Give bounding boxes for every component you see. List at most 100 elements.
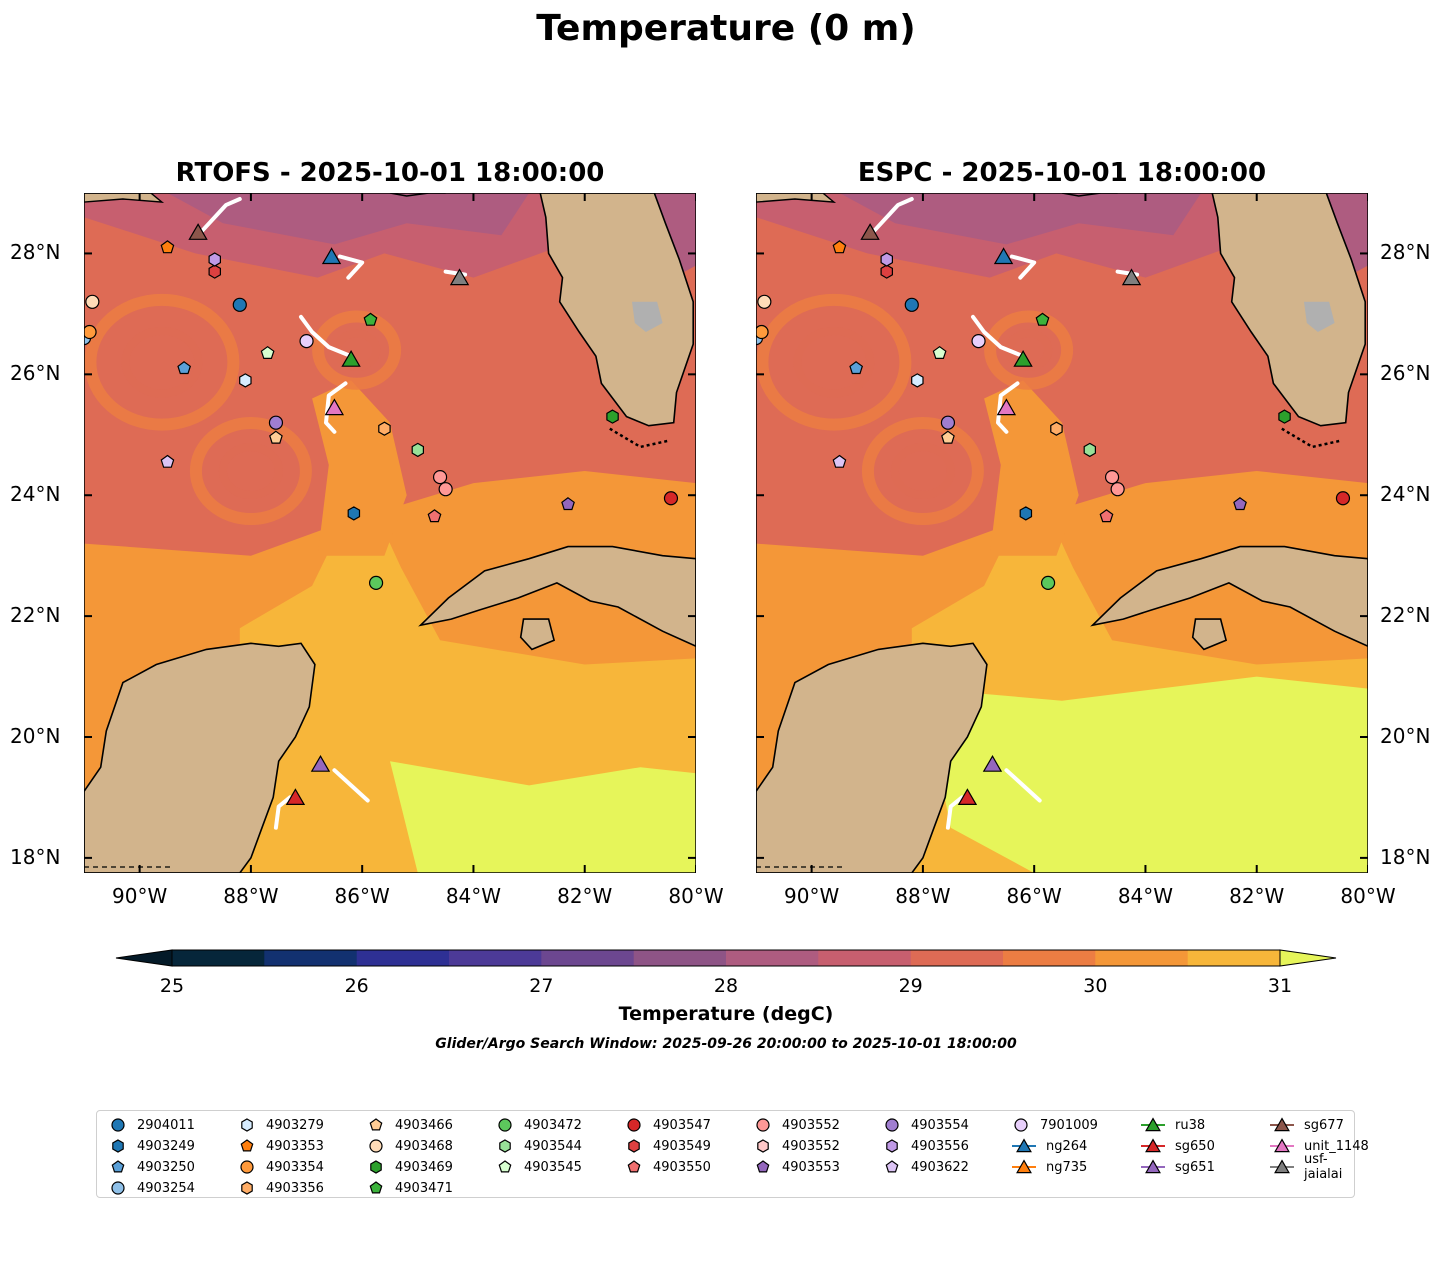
colorbar-segment: [172, 950, 265, 966]
lon-tick-label: 90°W: [112, 884, 168, 908]
legend-label: 4903254: [137, 1180, 195, 1196]
legend-label: 4903279: [266, 1117, 324, 1133]
legend-marker-hexagon-icon: [112, 1139, 124, 1153]
glider-track: [299, 314, 354, 359]
legend-marker: [756, 1118, 770, 1132]
legend-marker: [240, 1139, 254, 1152]
legend-label: 4903545: [524, 1159, 582, 1175]
legend-marker-hexagon-icon: [499, 1139, 511, 1153]
sst-eddy: [84, 293, 240, 431]
landmass: [418, 545, 696, 648]
panel-title-rtofs: RTOFS - 2025-10-01 18:00:00: [175, 158, 605, 188]
legend-label: 4903353: [266, 1138, 324, 1154]
legend-marker: [498, 1160, 512, 1173]
marker-4903554: [940, 415, 956, 430]
lon-tick-label: 84°W: [1117, 884, 1174, 908]
marker-4903550: [1099, 509, 1114, 523]
legend-marker-hexagon-icon: [628, 1139, 640, 1153]
platform-markers: [756, 223, 1351, 806]
colorbar-segment: [818, 950, 912, 966]
legend-marker-pentagon-icon: [111, 1160, 125, 1173]
colorbar-tick-label: 30: [1083, 975, 1108, 997]
glider-track: [337, 254, 365, 280]
legend-marker: [370, 1160, 382, 1174]
marker-4903279: [239, 373, 252, 388]
legend-marker: [369, 1181, 383, 1194]
map-panel-espc: [756, 193, 1368, 873]
lake: [632, 301, 663, 332]
marker-4903553: [1233, 497, 1247, 511]
legend-marker-triangle-icon: [1141, 1159, 1165, 1174]
colorbar-segment: [356, 950, 450, 966]
sst-eddy: [189, 417, 312, 526]
colorbar-frame: [171, 949, 1281, 967]
colorbar-title: Temperature (degC): [618, 1003, 834, 1025]
legend-marker-circle-icon: [240, 1160, 254, 1174]
colorbar-over-arrow: [1279, 949, 1337, 967]
legend-label: 4903553: [782, 1159, 840, 1175]
legend-label: 4903552: [782, 1117, 840, 1133]
legend-marker-circle-icon: [756, 1118, 770, 1132]
marker-4903249: [1019, 506, 1033, 521]
legend-item-4903353: 4903353: [236, 1136, 324, 1156]
landmass: [84, 642, 316, 873]
lon-tick-label: 82°W: [1229, 884, 1285, 908]
legend-item-4903471: 4903471: [365, 1178, 453, 1198]
legend-item-4903472: 4903472: [494, 1115, 582, 1135]
legend-label: ng264: [1046, 1138, 1088, 1154]
legend-item-4903250: 4903250: [107, 1157, 195, 1177]
marker-4903356: [1050, 421, 1063, 436]
legend-label: 4903249: [137, 1138, 195, 1154]
legend-marker-triangle-icon: [1270, 1159, 1294, 1174]
marker-4903549: [208, 264, 221, 279]
marker-4903553: [561, 497, 575, 511]
legend-label: 4903250: [137, 1159, 195, 1175]
lake: [1304, 301, 1335, 332]
legend-item-sg650: sg650: [1139, 1136, 1215, 1156]
legend-item-sg677: sg677: [1268, 1115, 1344, 1135]
colorbar-tick-label: 28: [713, 975, 739, 997]
marker-4903468: [85, 294, 100, 309]
temperature-colorbar: [115, 949, 1337, 967]
legend-item-4903254: 4903254: [107, 1178, 195, 1198]
legend-marker-hexagon-icon: [241, 1181, 253, 1195]
legend-label: ng735: [1046, 1159, 1088, 1175]
legend-label: 4903549: [653, 1138, 711, 1154]
keys: [609, 427, 669, 449]
legend-marker: [1016, 1138, 1032, 1153]
marker-4903556: [208, 252, 221, 267]
marker-4903622: [832, 454, 847, 468]
marker-4903622: [160, 454, 175, 468]
legend-marker-triangle-icon: [1141, 1117, 1165, 1132]
legend-item-4903249: 4903249: [107, 1136, 195, 1156]
legend-item-4903550: 4903550: [623, 1157, 711, 1177]
legend-marker: [1274, 1159, 1290, 1174]
colorbar-segment: [1003, 950, 1096, 966]
legend-marker: [628, 1139, 640, 1153]
marker-4903353: [160, 240, 175, 254]
marker-ru38: [1013, 349, 1033, 367]
sst-eddy: [312, 310, 402, 390]
marker-4903552: [438, 482, 453, 497]
legend-item-4903553: 4903553: [752, 1157, 840, 1177]
legend-marker-pentagon-icon: [369, 1118, 383, 1131]
legend-marker: [1145, 1159, 1161, 1174]
marker-4903544: [1083, 442, 1096, 458]
legend-label: unit_1148: [1304, 1138, 1369, 1154]
marker-4903471: [1035, 312, 1050, 326]
colorbar-tick-label: 25: [159, 975, 185, 997]
marker-4903471: [363, 312, 378, 326]
legend-item-4903547: 4903547: [623, 1115, 711, 1135]
legend-item-2904011: 2904011: [107, 1115, 195, 1135]
marker-4903250: [177, 361, 192, 375]
coastline: [1061, 193, 1118, 197]
legend-marker: [757, 1139, 769, 1153]
marker-4903554: [268, 415, 284, 430]
legend-item-unit_1148: unit_1148: [1268, 1136, 1369, 1156]
legend-item-4903469: 4903469: [365, 1157, 453, 1177]
legend-marker-triangle-icon: [1012, 1138, 1036, 1153]
lat-tick-label: 18°N: [10, 844, 61, 869]
legend-marker: [886, 1139, 898, 1153]
legend-item-usf-jaialai: usf-jaialai: [1268, 1152, 1354, 1182]
lat-tick-label: 18°N: [1380, 844, 1431, 869]
